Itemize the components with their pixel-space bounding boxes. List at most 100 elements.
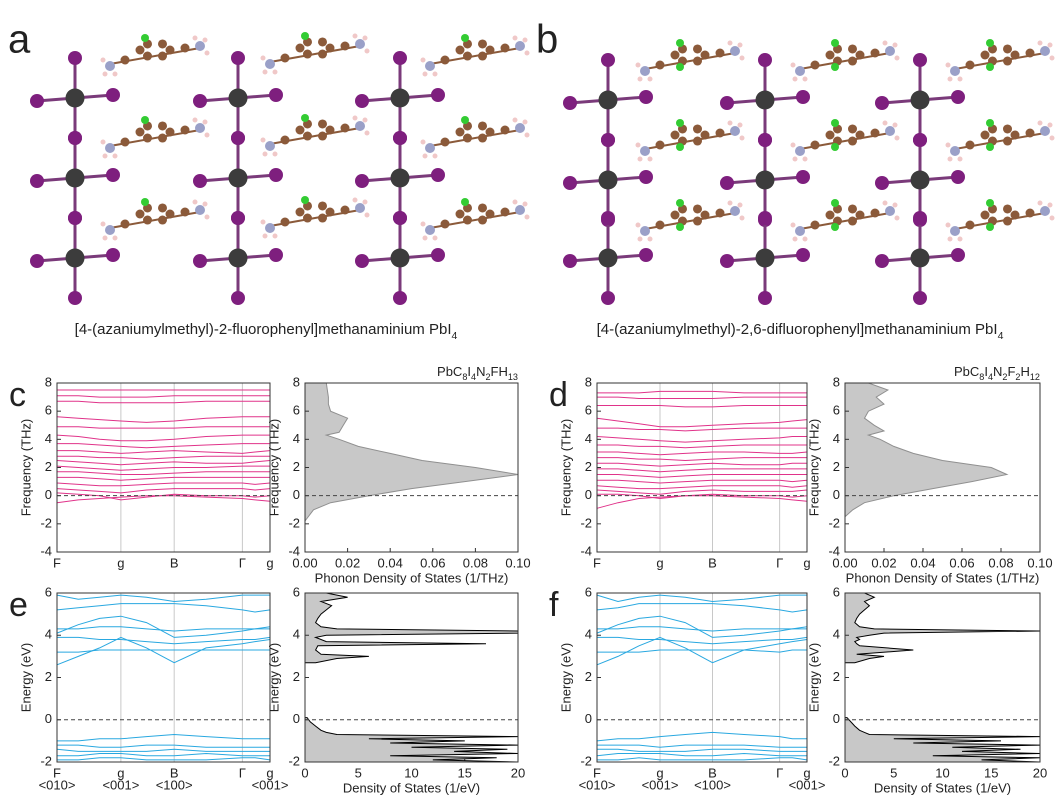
band-line — [597, 437, 807, 443]
hydrogen-atom — [793, 157, 798, 162]
carbon-atom — [456, 46, 465, 55]
fluorine-atom — [301, 32, 309, 40]
hydrogen-atom — [948, 77, 953, 82]
nitrogen-atom — [950, 66, 960, 76]
carbon-atom — [478, 203, 487, 212]
carbon-atom — [486, 46, 495, 55]
y-axis-label: Frequency (THz) — [558, 419, 573, 517]
plot-frame — [57, 593, 270, 762]
iodine-atom — [875, 96, 889, 110]
fluorine-atom — [831, 143, 839, 151]
iodine-atom — [68, 131, 82, 145]
band-line — [57, 489, 270, 493]
carbon-atom — [1003, 124, 1012, 133]
iodine-atom — [106, 168, 120, 182]
band-line — [57, 451, 270, 454]
carbon-atom — [158, 52, 167, 61]
hydrogen-atom — [638, 77, 643, 82]
x-tick-label: 0.02 — [335, 555, 360, 570]
carbon-atom — [341, 206, 350, 215]
iodine-atom — [393, 131, 407, 145]
nitrogen-atom — [515, 123, 525, 133]
y-tick-label: 8 — [45, 374, 52, 389]
band-line — [597, 637, 807, 643]
nitrogen-atom — [640, 66, 650, 76]
hydrogen-atom — [513, 200, 518, 205]
hydrogen-atom — [636, 223, 641, 228]
y-tick-label: 6 — [45, 403, 52, 418]
x-tick-sublabel: <010> — [579, 777, 616, 792]
band-line — [57, 435, 270, 441]
y-tick-label: 2 — [293, 459, 300, 474]
carbon-atom — [181, 208, 190, 217]
band-line — [597, 595, 807, 601]
carbon-atom — [318, 214, 327, 223]
band-line — [57, 616, 270, 637]
iodine-atom — [758, 291, 772, 305]
carbon-atom — [136, 128, 145, 137]
hydrogen-atom — [958, 77, 963, 82]
hydrogen-atom — [421, 58, 426, 63]
fluorine-atom — [986, 63, 994, 71]
y-tick-label: 6 — [45, 584, 52, 599]
hydrogen-atom — [648, 237, 653, 242]
carbon-atom — [693, 137, 702, 146]
hydrogen-atom — [895, 136, 900, 141]
y-tick-label: 4 — [293, 431, 300, 446]
text-part: PbC — [437, 364, 462, 379]
nitrogen-atom — [885, 126, 895, 136]
y-tick-label: 4 — [45, 627, 52, 642]
hydrogen-atom — [1048, 43, 1053, 48]
carbon-atom — [671, 51, 680, 60]
carbon-atom — [296, 44, 305, 53]
carbon-atom — [693, 57, 702, 66]
iodine-atom — [68, 51, 82, 65]
band-line — [597, 452, 807, 455]
carbon-atom — [441, 220, 450, 229]
carbon-atom — [318, 50, 327, 59]
nitrogen-atom — [425, 61, 435, 71]
hydrogen-atom — [1038, 121, 1043, 126]
iodine-atom — [30, 94, 44, 108]
carbon-atom — [158, 39, 167, 48]
x-tick-sublabel: <100> — [694, 777, 731, 792]
fluorine-atom — [986, 199, 994, 207]
hydrogen-atom — [523, 38, 528, 43]
hydrogen-atom — [433, 72, 438, 77]
hydrogen-atom — [205, 215, 210, 220]
iodine-atom — [951, 90, 965, 104]
carbon-atom — [478, 121, 487, 130]
y-tick-label: -2 — [580, 515, 592, 530]
nitrogen-atom — [795, 226, 805, 236]
hydrogen-atom — [738, 43, 743, 48]
carbon-atom — [441, 56, 450, 65]
dos-area — [305, 593, 518, 762]
x-tick-label: 10 — [404, 765, 418, 780]
hydrogen-atom — [103, 72, 108, 77]
band-line — [57, 637, 270, 643]
carbon-atom — [463, 52, 472, 61]
carbon-atom — [281, 136, 290, 145]
formula: PbC8I4N2F2H12 — [954, 364, 1040, 382]
band-line — [597, 749, 807, 751]
hydrogen-atom — [803, 237, 808, 242]
band-line — [597, 637, 807, 664]
iodine-atom — [68, 211, 82, 225]
y-tick-label: 4 — [833, 431, 840, 446]
carbon-atom — [693, 44, 702, 53]
band-line — [57, 472, 270, 475]
y-tick-label: -2 — [288, 515, 300, 530]
carbon-atom — [981, 211, 990, 220]
lead-atom — [756, 91, 775, 110]
y-tick-label: 2 — [833, 669, 840, 684]
hydrogen-atom — [365, 131, 370, 136]
carbon-atom — [671, 131, 680, 140]
hydrogen-atom — [1050, 56, 1055, 61]
band-line — [57, 745, 270, 747]
carbon-atom — [463, 134, 472, 143]
x-tick-label: 20 — [511, 765, 525, 780]
hydrogen-atom — [791, 223, 796, 228]
carbon-atom — [303, 50, 312, 59]
band-line — [57, 444, 270, 448]
hydrogen-atom — [728, 201, 733, 206]
